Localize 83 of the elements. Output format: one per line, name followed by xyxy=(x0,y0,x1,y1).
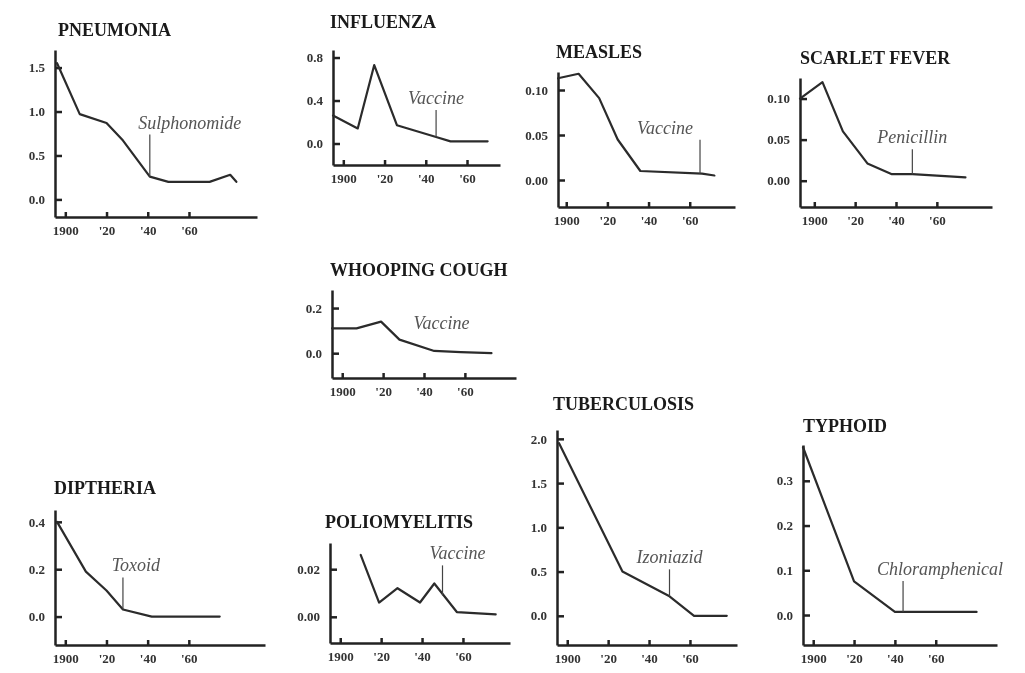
x-tick-label: '60 xyxy=(459,171,476,187)
x-tick-label: '40 xyxy=(417,171,435,187)
y-tick-label: 1.0 xyxy=(28,104,45,120)
y-tick-label: 0.0 xyxy=(530,608,547,624)
x-tick-label: 1900 xyxy=(801,213,828,229)
x-tick-label: '60 xyxy=(682,651,699,667)
x-tick-label: 1900 xyxy=(52,651,79,667)
y-tick-label: 0.00 xyxy=(525,172,548,188)
x-tick-label: '40 xyxy=(887,651,904,667)
x-tick-label: '40 xyxy=(888,213,905,229)
y-tick-label: 0.5 xyxy=(28,148,46,164)
x-tick-label: '60 xyxy=(181,651,198,667)
y-tick-label: 0.0 xyxy=(776,607,793,623)
x-tick-label: 1900 xyxy=(800,651,827,667)
y-tick-label: 0.0 xyxy=(28,192,45,208)
x-tick-label: '40 xyxy=(416,384,433,400)
x-tick-label: '20 xyxy=(373,649,390,665)
x-tick-label: '20 xyxy=(600,651,617,667)
annotation: Penicillin xyxy=(876,127,948,148)
y-tick-label: 2.0 xyxy=(530,431,547,447)
x-tick-label: '60 xyxy=(457,384,474,400)
y-tick-label: 1.5 xyxy=(28,60,46,76)
x-tick-label: '60 xyxy=(927,651,945,667)
annotation: Izoniazid xyxy=(635,547,704,568)
x-tick-label: '20 xyxy=(376,171,394,187)
annotation: Vaccine xyxy=(637,117,694,138)
annotation: Sulphonomide xyxy=(138,112,242,133)
x-tick-label: 1900 xyxy=(52,223,79,239)
x-tick-label: '40 xyxy=(139,651,157,667)
chart-title: WHOOPING COUGH xyxy=(330,260,508,280)
y-tick-label: 0.10 xyxy=(525,82,548,98)
annotation: Chloramphenical xyxy=(877,558,1004,579)
x-tick-label: '40 xyxy=(641,651,658,667)
y-tick-label: 1.5 xyxy=(530,475,548,491)
y-tick-label: 0.00 xyxy=(767,173,790,189)
annotation: Vaccine xyxy=(408,88,465,109)
x-tick-label: '60 xyxy=(181,223,198,239)
x-tick-label: '60 xyxy=(455,649,472,665)
y-tick-label: 0.4 xyxy=(28,514,46,530)
y-tick-label: 0.05 xyxy=(767,132,791,148)
x-tick-label: '20 xyxy=(847,213,864,229)
x-tick-label: 1900 xyxy=(329,384,356,400)
chart-title: TYPHOID xyxy=(803,416,888,436)
x-tick-label: '20 xyxy=(98,651,116,667)
y-tick-label: 0.2 xyxy=(28,561,45,577)
chart-title: DIPTHERIA xyxy=(54,478,157,498)
y-tick-label: 0.0 xyxy=(28,609,45,625)
y-tick-label: 0.5 xyxy=(530,564,548,580)
x-tick-label: '20 xyxy=(375,384,392,400)
y-tick-label: 0.1 xyxy=(776,562,793,578)
chart-title: TUBERCULOSIS xyxy=(553,394,695,414)
y-tick-label: 1.0 xyxy=(530,519,547,535)
y-tick-label: 0.0 xyxy=(305,345,322,361)
x-tick-label: '40 xyxy=(139,223,157,239)
x-tick-label: '60 xyxy=(681,213,699,229)
x-tick-label: '60 xyxy=(929,213,946,229)
y-tick-label: 0.3 xyxy=(776,473,794,489)
x-tick-label: 1900 xyxy=(553,213,580,229)
x-tick-label: '40 xyxy=(640,213,658,229)
chart-title: POLIOMYELITIS xyxy=(325,512,474,532)
annotation: Vaccine xyxy=(413,312,470,333)
y-tick-label: 0.2 xyxy=(776,518,793,534)
y-tick-label: 0.8 xyxy=(306,50,324,66)
annotation: Toxoid xyxy=(111,555,162,576)
x-tick-label: '20 xyxy=(846,651,863,667)
chart-title: MEASLES xyxy=(556,42,643,62)
y-tick-label: 0.05 xyxy=(525,127,549,143)
y-tick-label: 0.0 xyxy=(306,136,323,152)
y-tick-label: 0.2 xyxy=(305,300,322,316)
annotation: Vaccine xyxy=(429,543,486,564)
x-tick-label: '20 xyxy=(98,223,116,239)
chart-title: SCARLET FEVER xyxy=(800,48,952,68)
x-tick-label: 1900 xyxy=(327,649,354,665)
x-tick-label: '40 xyxy=(414,649,431,665)
x-tick-label: 1900 xyxy=(330,171,357,187)
chart-title: PNEUMONIA xyxy=(58,20,171,40)
x-tick-label: 1900 xyxy=(554,651,581,667)
y-tick-label: 0.02 xyxy=(297,561,320,577)
chart-title: INFLUENZA xyxy=(330,12,437,32)
y-tick-label: 0.00 xyxy=(297,609,320,625)
y-tick-label: 0.4 xyxy=(306,93,324,109)
x-tick-label: '20 xyxy=(599,213,617,229)
y-tick-label: 0.10 xyxy=(767,91,790,107)
